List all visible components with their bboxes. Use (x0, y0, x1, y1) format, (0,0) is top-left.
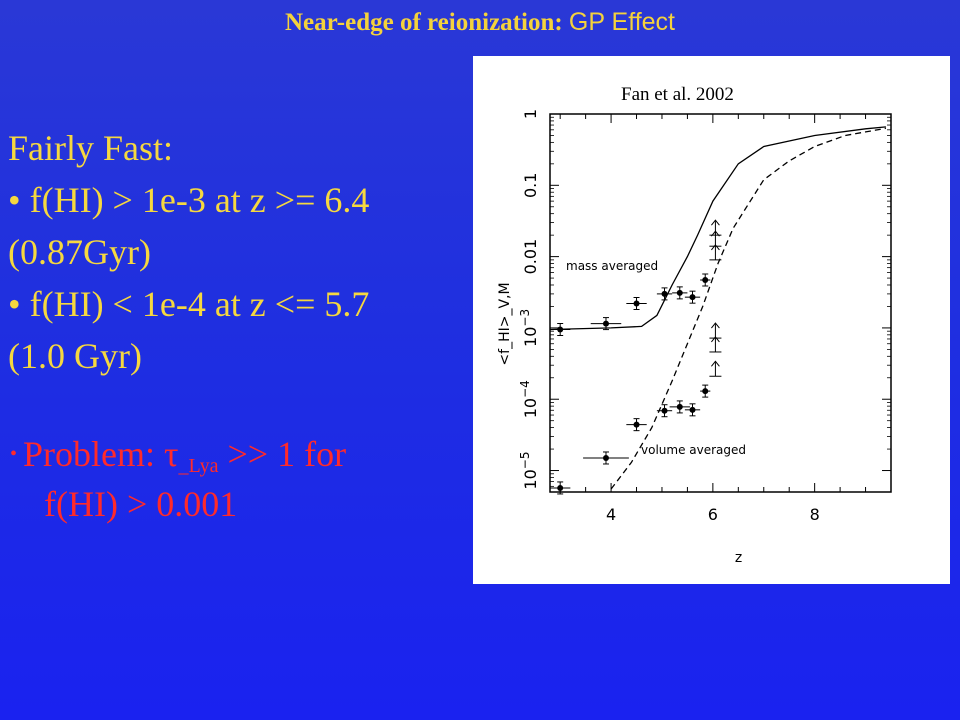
bullet-1-line-b: (0.87Gyr) (8, 232, 151, 272)
problem-bullet: • (10, 443, 18, 465)
x-tick-label: 8 (810, 505, 820, 524)
mass-data-point (702, 276, 709, 283)
y-tick-exponent: −5 (518, 452, 532, 470)
mass-data-point (602, 320, 609, 327)
bullet-2-line-b: (1.0 Gyr) (8, 336, 142, 376)
y-tick-base: 10 (521, 398, 540, 418)
volume-data-point (689, 406, 696, 413)
volume-limit-arrowhead (711, 322, 720, 329)
figure-panel: Fan et al. 2002 4 6 8 z 10−5 10−4 10−3 0.01 0.1 1… (473, 56, 950, 584)
y-tick-exponent: −4 (518, 380, 532, 398)
problem-line-1: • Problem: τ_Lya >> 1 for (10, 434, 346, 480)
problem-suffix: >> 1 for (218, 434, 347, 474)
mass-data-point (633, 300, 640, 307)
title-bold: Near-edge of reionization: (284, 9, 563, 36)
title-normal: GP Effect (568, 8, 676, 36)
volume-averaged-label: volume averaged (641, 443, 746, 457)
x-axis-label: z (735, 550, 742, 566)
y-tick-base: 10 (521, 327, 540, 347)
x-tick-label: 6 (708, 505, 718, 524)
mass-averaged-label: mass averaged (566, 259, 658, 273)
plot-frame (549, 113, 892, 493)
mass-data-point (676, 289, 683, 296)
volume-averaged-curve (610, 127, 887, 490)
problem-line-2: f(HI) > 0.001 (44, 484, 238, 524)
volume-data-point (661, 407, 668, 414)
volume-limit-arrowhead (711, 360, 720, 367)
bullet-text-block: Fairly Fast: • f(HI) > 1e-3 at z >= 6.4 … (8, 122, 468, 382)
mass-data-point (689, 294, 696, 301)
mass-data-point (557, 326, 564, 333)
figure-caption: Fan et al. 2002 (621, 84, 734, 105)
y-tick-label: 0.1 (521, 173, 540, 198)
x-tick-label: 4 (606, 505, 616, 524)
mass-data-point (661, 290, 668, 297)
y-tick-base: 10 (521, 469, 540, 489)
problem-prefix: Problem: (23, 434, 165, 474)
bullet-1-line-a: • f(HI) > 1e-3 at z >= 6.4 (8, 180, 370, 220)
y-tick-label: 10−4 (518, 380, 540, 418)
tau-subscript: _Lya (178, 455, 219, 477)
y-tick-label: 0.01 (521, 239, 540, 275)
volume-data-point (702, 388, 709, 395)
tau-symbol: τ (164, 434, 179, 474)
bullet-2-line-a: • f(HI) < 1e-4 at z <= 5.7 (8, 284, 370, 324)
y-tick-label: 10−3 (518, 309, 540, 347)
mass-averaged-curve (549, 126, 886, 331)
y-tick-label: 1 (521, 109, 540, 119)
heading-fairly-fast: Fairly Fast: (8, 128, 174, 168)
volume-data-point (676, 403, 683, 410)
volume-data-point (633, 421, 640, 428)
y-axis-label: <f_HI>_V,M (497, 282, 513, 365)
y-tick-exponent: −3 (518, 309, 532, 327)
volume-data-point (557, 484, 564, 491)
y-tick-label: 10−5 (518, 452, 540, 490)
slide-title: Near-edge of reionization: GP Effect (0, 8, 960, 37)
mass-limit-arrowhead (711, 219, 720, 226)
volume-data-point (602, 454, 609, 461)
